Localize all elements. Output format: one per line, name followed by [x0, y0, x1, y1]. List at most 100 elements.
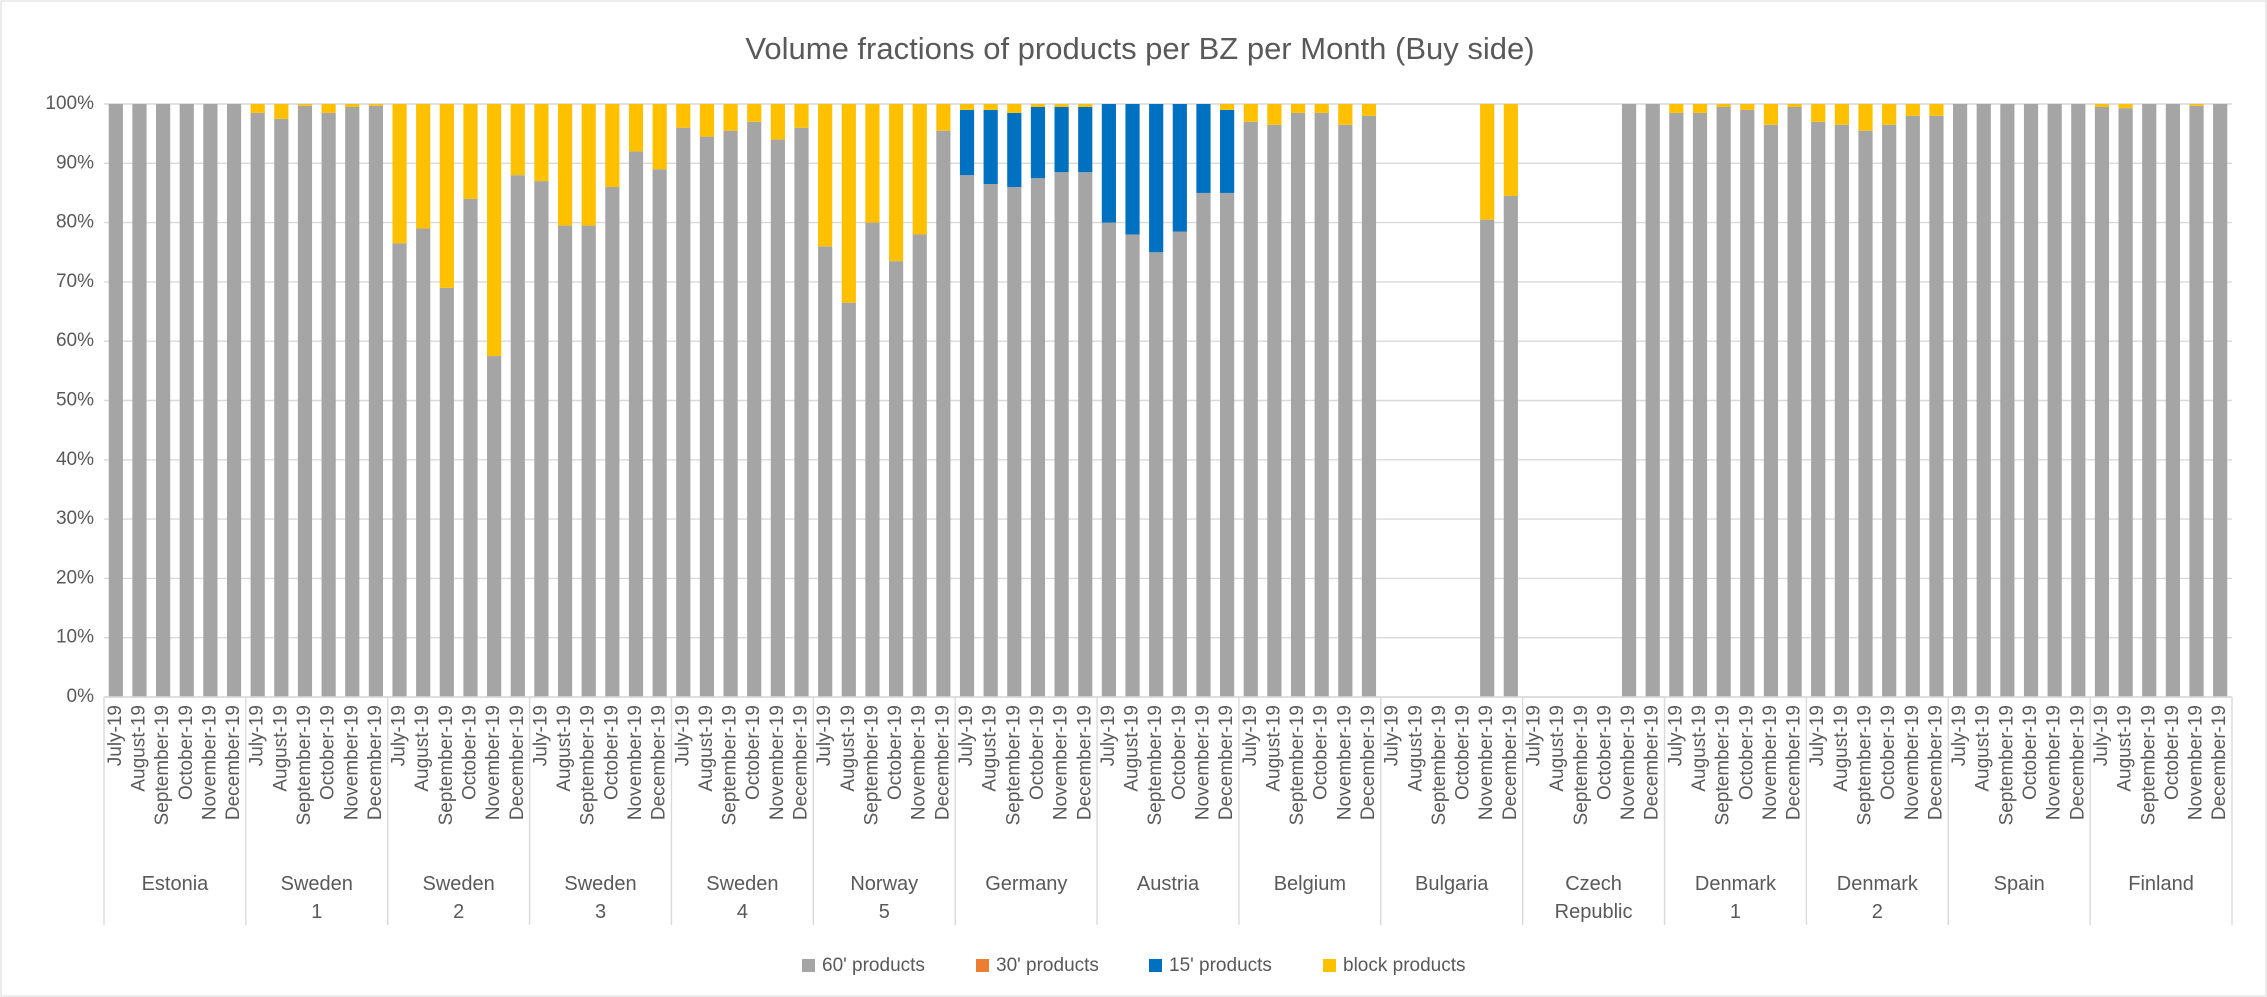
x-tick-label: August-19 [1547, 705, 1568, 792]
x-tick-label: December-19 [791, 705, 812, 820]
bar-segment [1267, 104, 1282, 125]
bar-segment [1480, 104, 1495, 220]
bar-segment [1503, 104, 1518, 196]
y-tick-label: 30% [56, 508, 94, 529]
x-tick-label: September-19 [1145, 705, 1166, 825]
group-label-box: Denmark 1 [1695, 873, 1776, 923]
bar-segment [1125, 234, 1140, 697]
group-label: Finland [2128, 873, 2194, 895]
x-tick-label: July-19 [672, 705, 693, 766]
x-tick-label: November-19 [909, 705, 930, 820]
bar-segment [1361, 115, 1377, 698]
bar-segment [108, 104, 123, 697]
bar-segment [794, 104, 809, 128]
x-tick-label: August-19 [1973, 705, 1994, 792]
bar-segment [321, 104, 336, 113]
x-tick-label: July-19 [1524, 705, 1545, 766]
group-label: Sweden 1 [280, 873, 353, 923]
x-tick-label: July-19 [105, 705, 126, 766]
bar-segment [2094, 104, 2110, 107]
group-label-box: Finland [2128, 873, 2194, 895]
x-tick-label: August-19 [696, 705, 717, 792]
x-tick-label: December-19 [1500, 705, 1521, 820]
bar-segment [1763, 104, 1779, 125]
bar-segment [652, 104, 667, 170]
bar-segment [463, 198, 478, 697]
bar-segment [2071, 104, 2086, 697]
bar-segment [1338, 124, 1353, 697]
bar-segment [179, 104, 194, 697]
bar-segment [1882, 124, 1897, 697]
x-tick-label: July-19 [247, 705, 268, 766]
bar-segment [1905, 104, 1920, 116]
x-tick-label: December-19 [1358, 705, 1379, 820]
bar-segment [1314, 112, 1329, 697]
bar-segment [1763, 124, 1779, 697]
bar-segment [1669, 112, 1684, 697]
bar-segment [1054, 104, 1069, 107]
bar-segment [959, 109, 975, 176]
bar-segment [297, 104, 313, 106]
bar-segment [581, 104, 596, 226]
bar-segment [1621, 104, 1637, 697]
bar-segment [865, 222, 880, 697]
bar-segment [510, 104, 525, 176]
bar-segment [936, 104, 951, 131]
x-tick-label: December-19 [1216, 705, 1237, 820]
bar-segment [888, 104, 904, 262]
bar-segment [1054, 172, 1069, 697]
chart-title: Volume fractions of products per BZ per … [745, 31, 1534, 66]
bar-segment [676, 127, 691, 698]
bar-segment [747, 121, 762, 698]
bar-segment [1811, 104, 1826, 122]
bar-segment [936, 130, 951, 697]
group-label-box: Sweden 4 [706, 873, 778, 923]
bar-segment [652, 169, 667, 698]
group-label: Denmark 2 [1836, 873, 1918, 923]
bar-segment [1030, 106, 1046, 179]
bar-segment [2118, 108, 2133, 697]
bar-segment [699, 136, 715, 698]
x-tick-label: August-19 [1405, 705, 1426, 792]
x-tick-label: September-19 [436, 705, 457, 825]
bar-segment [628, 104, 644, 152]
x-tick-label: September-19 [1287, 705, 1308, 825]
x-tick-label: November-19 [2186, 705, 2207, 820]
bar-segment [1645, 104, 1660, 697]
bar-segment [723, 104, 738, 131]
x-tick-label: August-19 [1263, 705, 1284, 792]
group-label: Germany [985, 873, 1068, 895]
bar-segment [510, 175, 525, 697]
x-tick-label: November-19 [341, 705, 362, 820]
x-tick-label: September-19 [861, 705, 882, 825]
legend-label: 60' products [822, 955, 925, 976]
bar-segment [297, 105, 313, 698]
bar-segment [416, 104, 431, 229]
group-label-box: Spain [1994, 873, 2045, 895]
bar-segment [2094, 106, 2110, 698]
x-tick-label: August-19 [980, 705, 1001, 792]
y-tick-label: 70% [56, 271, 94, 292]
x-tick-label: October-19 [176, 705, 197, 800]
bar-segment [1078, 104, 1093, 107]
bar-segment [605, 187, 620, 697]
x-tick-label: August-19 [1831, 705, 1852, 792]
bar-segment [983, 109, 998, 185]
bar-segment [912, 104, 927, 235]
x-tick-label: November-19 [2044, 705, 2065, 820]
bar-segment [1030, 178, 1046, 697]
bar-segment [1929, 104, 1944, 116]
bar-segment [1314, 104, 1329, 113]
bar-segment [2142, 104, 2157, 697]
bar-segment [1290, 104, 1306, 113]
bar-segment [1692, 112, 1708, 697]
group-label: Bulgaria [1415, 873, 1489, 895]
x-tick-label: July-19 [1382, 705, 1403, 766]
x-tick-label: December-19 [223, 705, 244, 820]
x-tick-label: November-19 [483, 705, 504, 820]
bar-segment [1054, 106, 1069, 173]
y-tick-label: 50% [56, 390, 94, 411]
bar-segment [1740, 109, 1755, 698]
x-tick-label: December-19 [507, 705, 528, 820]
bar-segment [983, 104, 998, 110]
